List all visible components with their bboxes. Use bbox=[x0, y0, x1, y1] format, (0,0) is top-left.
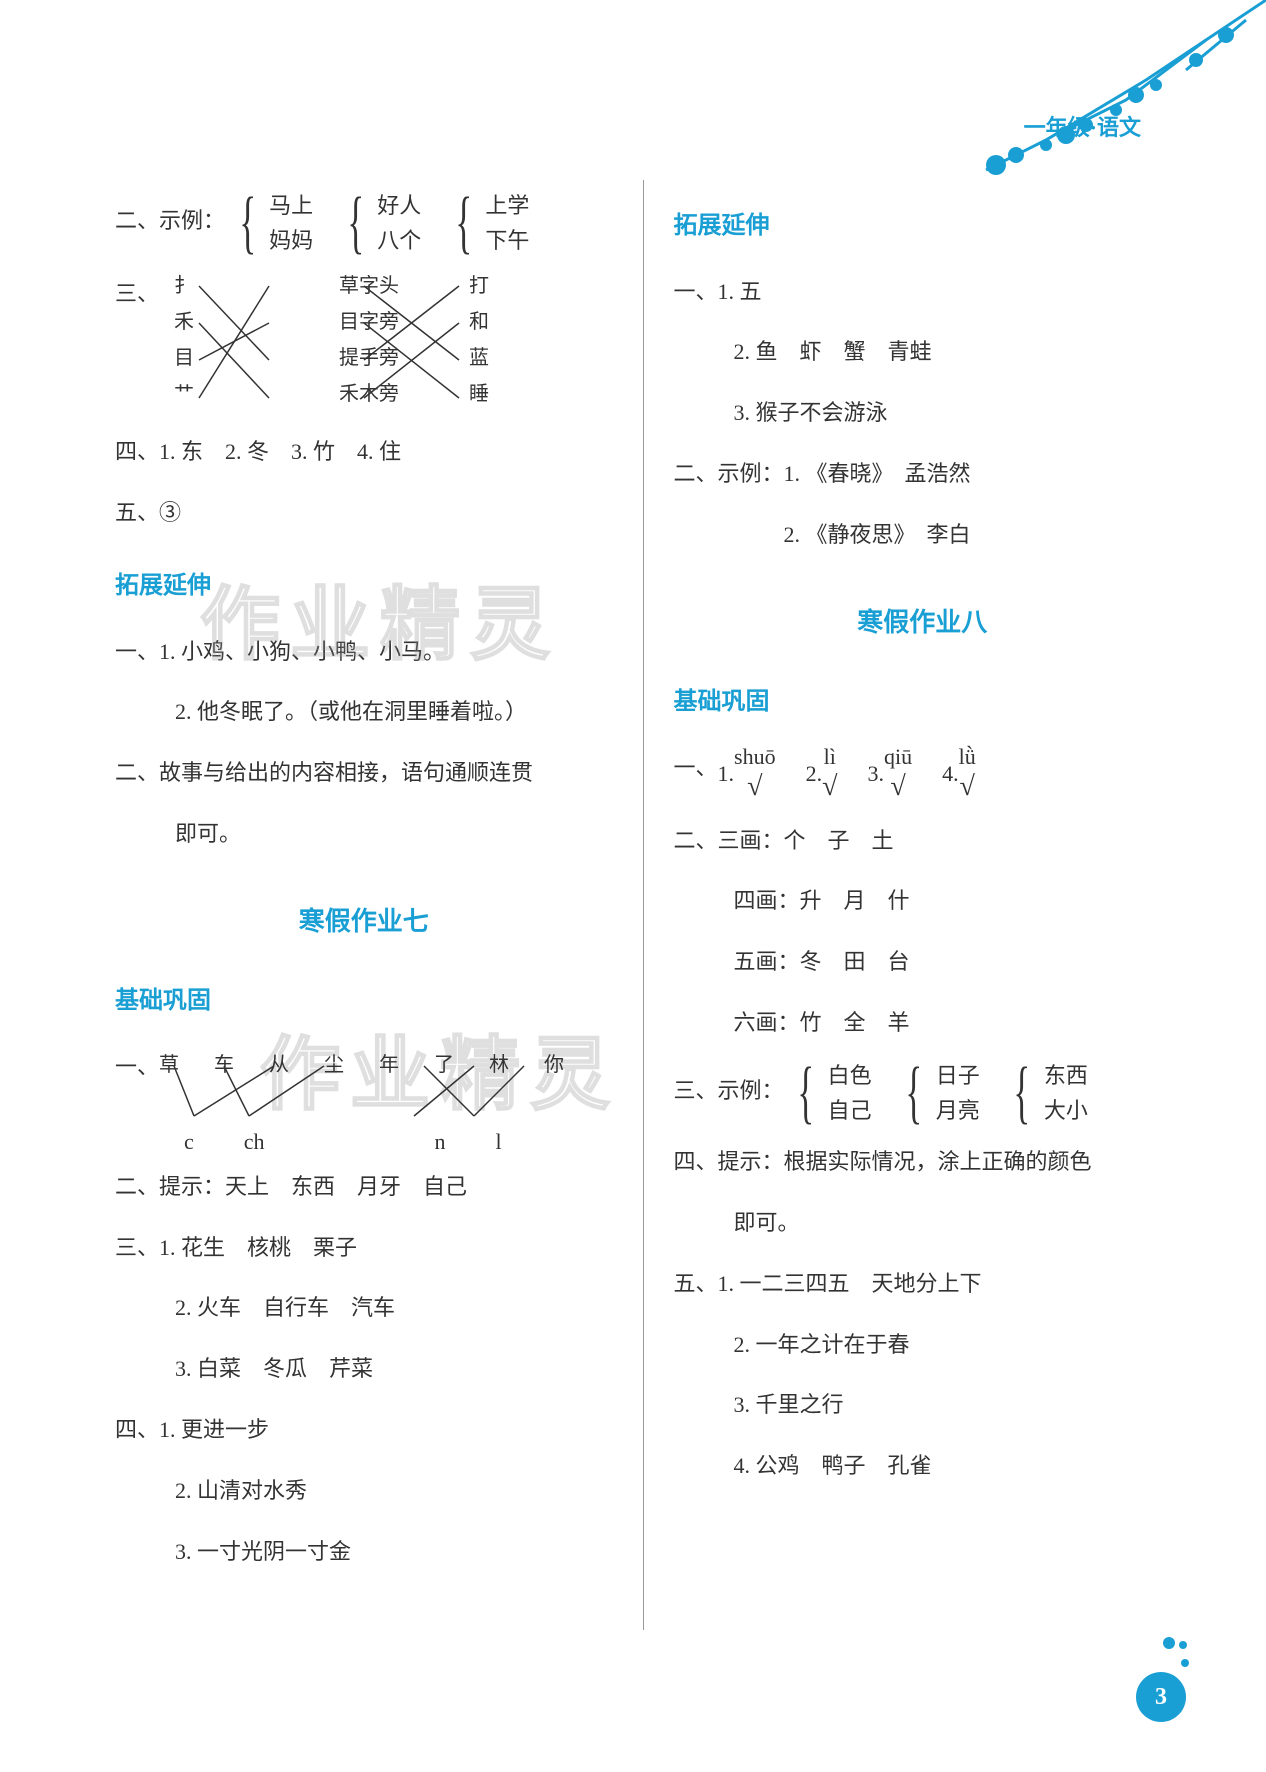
left-column: 二、示例： { 马上 妈妈 { 好人 八个 { 上学 下午 bbox=[100, 180, 644, 1630]
hw7-q3-1: 三、1. 花生 核桃 栗子 bbox=[115, 1222, 613, 1275]
hw8-p2: 3. qiū√ bbox=[867, 742, 912, 807]
hw7-c3: 尘 bbox=[324, 1041, 344, 1089]
q3-l1: 禾 bbox=[169, 304, 199, 340]
left-ext-q1-1: 一、1. 小鸡、小狗、小鸭、小马。 bbox=[115, 626, 613, 679]
q2-g2-bot: 下午 bbox=[485, 223, 529, 258]
left-ext-q2-2: 即可。 bbox=[115, 808, 613, 861]
q3-r0: 打 bbox=[464, 268, 494, 304]
hw8-p1: 2. lì√ bbox=[806, 742, 838, 807]
q2-g1-bot: 八个 bbox=[377, 223, 421, 258]
hw7-c6: 林 bbox=[489, 1041, 509, 1089]
hw7-title: 寒假作业七 bbox=[115, 891, 613, 953]
q2-g0-top: 马上 bbox=[269, 188, 313, 223]
hw8-q5-4: 4. 公鸡 鸭子 孔雀 bbox=[674, 1440, 1172, 1493]
hw8-q3-g1-bot: 月亮 bbox=[936, 1093, 980, 1128]
q3-l2: 目 bbox=[169, 340, 199, 376]
hw7-l0: c bbox=[184, 1116, 194, 1169]
hw7-basic-title: 基础巩固 bbox=[115, 973, 613, 1031]
page-dots-decoration bbox=[1161, 1636, 1191, 1672]
hw8-q3-g1-top: 日子 bbox=[936, 1058, 980, 1093]
hw8-q2-1: 二、三画：个 子 土 bbox=[674, 815, 1172, 868]
left-ext-q2-1: 二、故事与给出的内容相接，语句通顺连贯 bbox=[115, 747, 613, 800]
hw8-q3-g0-top: 白色 bbox=[828, 1058, 872, 1093]
hw7-q4-1: 四、1. 更进一步 bbox=[115, 1404, 613, 1457]
hw8-q3-g2-bot: 大小 bbox=[1044, 1093, 1088, 1128]
q3-m0: 草字头 bbox=[319, 268, 419, 304]
left-q4: 四、1. 东 2. 冬 3. 竹 4. 住 bbox=[115, 426, 613, 479]
hw7-q1: 一、 草 车 从 尘 bbox=[115, 1041, 613, 1141]
hw7-q1-label: 一、 bbox=[115, 1041, 159, 1094]
q3-label: 三、 bbox=[115, 268, 159, 321]
hw8-q3-g2-top: 东西 bbox=[1044, 1058, 1088, 1093]
q3-r2: 蓝 bbox=[464, 340, 494, 376]
left-q2: 二、示例： { 马上 妈妈 { 好人 八个 { 上学 下午 bbox=[115, 188, 613, 258]
q3-l3: 艹 bbox=[169, 376, 199, 412]
hw7-l3: l bbox=[496, 1116, 502, 1169]
right-ext-q1-1: 一、1. 五 bbox=[674, 266, 1172, 319]
hw8-q4-1: 四、提示：根据实际情况，涂上正确的颜色 bbox=[674, 1136, 1172, 1189]
hw8-q4-2: 即可。 bbox=[674, 1197, 1172, 1250]
hw8-q5-1: 五、1. 一二三四五 天地分上下 bbox=[674, 1258, 1172, 1311]
hw7-c0: 草 bbox=[159, 1041, 179, 1089]
header-grade-subject: 一年级·语文 bbox=[1024, 110, 1141, 142]
left-q5: 五、③ bbox=[115, 487, 613, 540]
hw7-q3-3: 3. 白菜 冬瓜 芹菜 bbox=[115, 1343, 613, 1396]
content-columns: 二、示例： { 马上 妈妈 { 好人 八个 { 上学 下午 bbox=[100, 180, 1186, 1630]
hw8-p3: 4. lǜ√ bbox=[942, 742, 976, 807]
hw7-c7: 你 bbox=[544, 1041, 564, 1089]
q3-r3: 睡 bbox=[464, 376, 494, 412]
hw8-q5-3: 3. 千里之行 bbox=[674, 1379, 1172, 1432]
hw7-c5: 了 bbox=[434, 1041, 454, 1089]
hw8-q2-3: 五画：冬 田 台 bbox=[674, 936, 1172, 989]
right-ext-q2-1: 二、示例：1. 《春晓》 孟浩然 bbox=[674, 448, 1172, 501]
left-ext-q1-2: 2. 他冬眠了。（或他在洞里睡着啦。） bbox=[115, 686, 613, 739]
page-number: 3 bbox=[1136, 1672, 1186, 1722]
hw8-q3-g0-bot: 自己 bbox=[828, 1093, 872, 1128]
hw7-l2: n bbox=[435, 1116, 446, 1169]
q2-g0-bot: 妈妈 bbox=[269, 223, 313, 258]
hw8-q5-2: 2. 一年之计在于春 bbox=[674, 1319, 1172, 1372]
q3-r1: 和 bbox=[464, 304, 494, 340]
hw7-c2: 从 bbox=[269, 1041, 289, 1089]
hw7-q3-2: 2. 火车 自行车 汽车 bbox=[115, 1282, 613, 1335]
hw7-q4-3: 3. 一寸光阴一寸金 bbox=[115, 1526, 613, 1579]
q2-g2-top: 上学 bbox=[485, 188, 529, 223]
q3-m2: 提手旁 bbox=[319, 340, 419, 376]
q2-g1-top: 好人 bbox=[377, 188, 421, 223]
q2-label: 二、示例： bbox=[115, 208, 225, 233]
hw7-q4-2: 2. 山清对水秀 bbox=[115, 1465, 613, 1518]
left-ext-title: 拓展延伸 bbox=[115, 558, 613, 616]
right-column: 拓展延伸 一、1. 五 2. 鱼 虾 蟹 青蛙 3. 猴子不会游泳 二、示例：1… bbox=[644, 180, 1187, 1630]
q3-l0: 扌 bbox=[169, 268, 199, 304]
q3-m3: 禾木旁 bbox=[319, 376, 419, 412]
hw8-q1: 一、 1. shuō√ 2. lì√ 3. qiū√ 4. lǜ√ bbox=[674, 742, 1172, 807]
right-ext-title: 拓展延伸 bbox=[674, 198, 1172, 256]
hw8-q2-2: 四画：升 月 什 bbox=[674, 875, 1172, 928]
left-q3: 三、 扌 禾 目 bbox=[115, 268, 613, 418]
hw8-q2-4: 六画：竹 全 羊 bbox=[674, 997, 1172, 1050]
hw7-c1: 车 bbox=[214, 1041, 234, 1089]
hw8-title: 寒假作业八 bbox=[674, 592, 1172, 654]
hw7-c4: 年 bbox=[379, 1041, 399, 1089]
branch-decoration bbox=[946, 0, 1266, 180]
hw7-l1: ch bbox=[244, 1116, 265, 1169]
hw8-q3: 三、示例： { 白色 自己 { 日子 月亮 { 东西 大小 bbox=[674, 1058, 1172, 1128]
hw8-q3-label: 三、示例： bbox=[674, 1078, 784, 1103]
right-ext-q1-3: 3. 猴子不会游泳 bbox=[674, 387, 1172, 440]
hw7-q2: 二、提示：天上 东西 月牙 自己 bbox=[115, 1161, 613, 1214]
right-ext-q1-2: 2. 鱼 虾 蟹 青蛙 bbox=[674, 326, 1172, 379]
right-ext-q2-2: 2. 《静夜思》 李白 bbox=[674, 509, 1172, 562]
q3-m1: 目字旁 bbox=[319, 304, 419, 340]
hw8-p0: 1. shuō√ bbox=[718, 742, 776, 807]
hw8-basic-title: 基础巩固 bbox=[674, 674, 1172, 732]
hw8-q1-label: 一、 bbox=[674, 742, 718, 795]
